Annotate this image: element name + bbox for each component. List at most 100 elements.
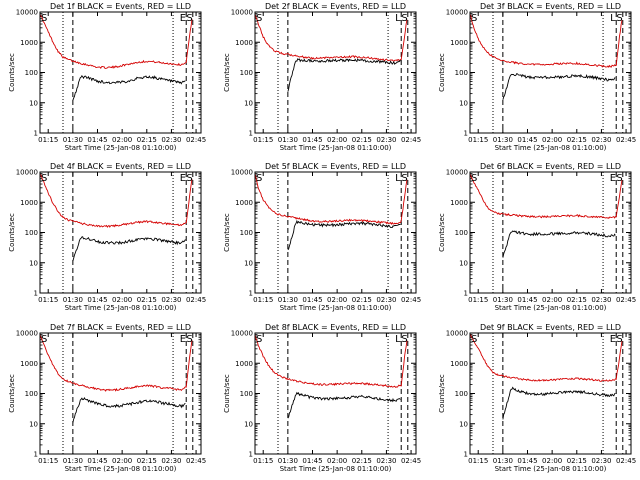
flag-label: L <box>395 13 401 24</box>
panel-title: Det 9f BLACK = Events, RED = LLD <box>480 323 621 332</box>
x-tick-label: 02:45 <box>616 136 636 144</box>
red-lld-series <box>255 173 408 226</box>
x-tick-label: 01:45 <box>517 457 537 465</box>
plot-frame <box>254 332 417 455</box>
panel-title: Det 3f BLACK = Events, RED = LLD <box>480 2 621 11</box>
y-axis-label: Counts/sec <box>8 213 16 252</box>
x-axis-label: Start Time (25-Jan-08 01:10:00) <box>495 465 607 473</box>
flag-label: S <box>471 13 477 24</box>
x-tick-label: 02:00 <box>327 296 347 304</box>
x-tick-label: 01:30 <box>493 136 513 144</box>
x-axis-label: Start Time (25-Jan-08 01:10:00) <box>280 304 392 312</box>
y-tick-label: 1 <box>34 130 38 138</box>
y-axis-label: Counts/sec <box>438 53 446 92</box>
x-axis-label: Start Time (25-Jan-08 01:10:00) <box>280 144 392 152</box>
y-tick-label: 10000 <box>231 169 253 177</box>
panel-title: Det 6f BLACK = Events, RED = LLD <box>480 162 621 171</box>
plot-frame <box>469 11 632 134</box>
y-tick-label: 10 <box>459 420 468 428</box>
black-events-series <box>502 386 616 420</box>
y-tick-label: 100 <box>455 229 468 237</box>
plot-frame <box>469 171 632 294</box>
red-lld-series <box>470 173 623 219</box>
x-tick-label: 02:15 <box>352 136 372 144</box>
x-tick-label: 02:00 <box>112 136 132 144</box>
flag-label: S <box>401 173 407 184</box>
y-axis-label: Counts/sec <box>438 213 446 252</box>
red-lld-series <box>255 13 408 62</box>
y-axis-label: Counts/sec <box>438 374 446 413</box>
panel-9: Det 9f BLACK = Events, RED = LLD 01:15 01:… <box>438 323 636 473</box>
x-tick-label: 01:15 <box>253 136 273 144</box>
y-tick-label: 1 <box>34 451 38 459</box>
y-tick-label: 100 <box>455 69 468 77</box>
y-tick-label: 100 <box>240 390 253 398</box>
x-tick-label: 01:45 <box>87 457 107 465</box>
flag-label: S <box>186 173 192 184</box>
x-tick-label: 01:45 <box>87 136 107 144</box>
y-tick-label: 1000 <box>20 199 38 207</box>
x-tick-label: 01:30 <box>63 457 83 465</box>
x-tick-label: 01:45 <box>302 136 322 144</box>
x-tick-label: 02:00 <box>542 136 562 144</box>
y-tick-label: 10000 <box>231 9 253 17</box>
x-axis-label: Start Time (25-Jan-08 01:10:00) <box>65 465 177 473</box>
x-tick-label: 01:30 <box>278 457 298 465</box>
x-tick-label: 02:00 <box>327 136 347 144</box>
x-tick-label: 02:30 <box>591 296 611 304</box>
black-events-series <box>287 58 401 92</box>
y-tick-label: 10 <box>459 99 468 107</box>
x-tick-label: 01:30 <box>63 296 83 304</box>
flag-label: S <box>186 13 192 24</box>
plot-frame <box>39 332 202 455</box>
red-lld-series <box>40 334 193 392</box>
y-tick-label: 1000 <box>450 199 468 207</box>
x-tick-label: 01:15 <box>468 296 488 304</box>
flag-label: S <box>256 173 262 184</box>
flag-label: L <box>395 334 401 345</box>
x-tick-label: 01:15 <box>468 136 488 144</box>
flag-label: S <box>256 13 262 24</box>
flag-label: S <box>41 334 47 345</box>
x-tick-label: 02:15 <box>137 457 157 465</box>
y-tick-label: 100 <box>25 69 38 77</box>
flag-label: S <box>616 334 622 345</box>
y-tick-label: 1 <box>249 130 253 138</box>
y-tick-label: 10 <box>29 420 38 428</box>
x-tick-label: 02:30 <box>376 457 396 465</box>
plot-frame <box>39 11 202 134</box>
y-tick-label: 1 <box>464 290 468 298</box>
y-tick-label: 10 <box>244 99 253 107</box>
y-tick-label: 10 <box>244 259 253 267</box>
red-lld-series <box>470 13 623 68</box>
y-tick-label: 100 <box>25 390 38 398</box>
y-axis-label: Counts/sec <box>223 213 231 252</box>
x-tick-label: 02:30 <box>376 136 396 144</box>
y-tick-label: 10000 <box>446 9 468 17</box>
flag-label: S <box>41 173 47 184</box>
flag-label: S <box>616 13 622 24</box>
y-tick-label: 10000 <box>446 169 468 177</box>
y-tick-label: 1000 <box>235 360 253 368</box>
x-axis-label: Start Time (25-Jan-08 01:10:00) <box>65 144 177 152</box>
flag-label: E <box>180 13 186 24</box>
y-tick-label: 1 <box>464 451 468 459</box>
x-tick-label: 01:45 <box>87 296 107 304</box>
y-tick-label: 100 <box>240 229 253 237</box>
panel-5: Det 5f BLACK = Events, RED = LLD 01:15 01:… <box>223 162 421 312</box>
x-tick-label: 02:15 <box>137 136 157 144</box>
x-tick-label: 02:30 <box>161 296 181 304</box>
x-axis-label: Start Time (25-Jan-08 01:10:00) <box>65 304 177 312</box>
x-tick-label: 02:45 <box>401 457 421 465</box>
y-tick-label: 100 <box>25 229 38 237</box>
x-tick-label: 02:15 <box>352 296 372 304</box>
y-tick-label: 1000 <box>235 39 253 47</box>
flag-label: E <box>180 173 186 184</box>
x-tick-label: 01:15 <box>38 136 58 144</box>
x-tick-label: 01:15 <box>468 457 488 465</box>
plot-frame <box>254 11 417 134</box>
panel-title: Det 4f BLACK = Events, RED = LLD <box>50 162 191 171</box>
x-tick-label: 01:30 <box>278 136 298 144</box>
panel-title: Det 8f BLACK = Events, RED = LLD <box>265 323 406 332</box>
